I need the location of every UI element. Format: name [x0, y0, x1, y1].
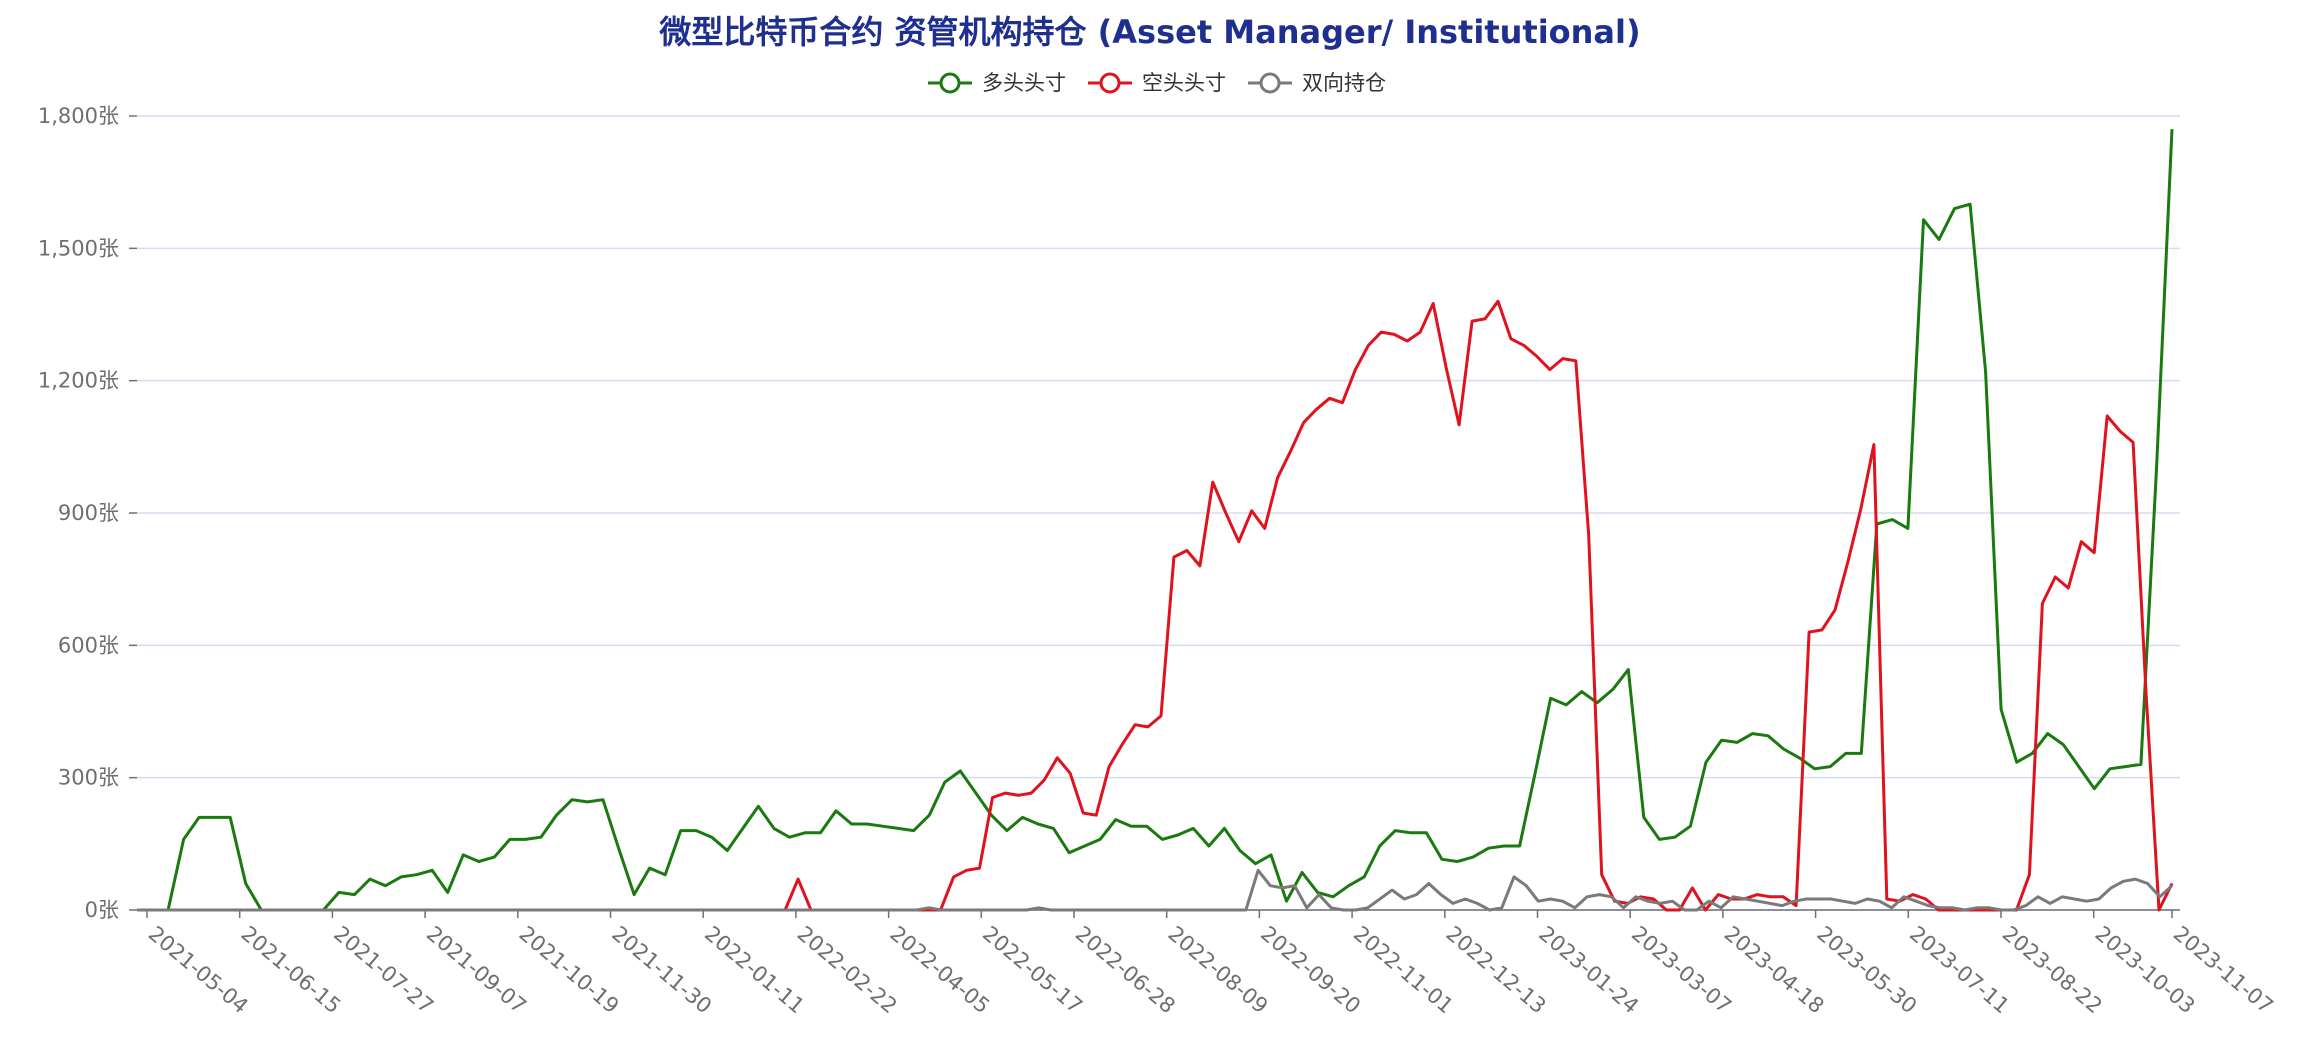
legend-item-spread[interactable]: 双向持仓 — [1248, 71, 1386, 95]
x-tick-label: 2021-05-04 — [144, 921, 253, 1018]
x-tick-label: 2022-11-01 — [1349, 921, 1458, 1018]
x-tick-label: 2022-09-20 — [1256, 921, 1365, 1018]
y-tick-label: 1,200张 — [38, 369, 119, 393]
legend-item-long[interactable]: 多头头寸 — [928, 71, 1066, 95]
series-line-spread — [137, 868, 2174, 912]
y-tick-label: 300张 — [58, 766, 119, 790]
y-axis-ticks: 0张 300张 600张 900张 1,200张 1,500张 1,800张 — [38, 104, 137, 922]
y-tick-label: 600张 — [58, 633, 119, 657]
legend-marker — [1259, 72, 1281, 94]
x-tick-label: 2023-01-24 — [1534, 921, 1643, 1018]
series-line-long — [137, 129, 2174, 912]
x-tick-label: 2021-11-30 — [607, 921, 716, 1018]
legend: 多头头寸 空头头寸 双向持仓 — [928, 71, 1386, 95]
legend-label: 双向持仓 — [1302, 71, 1386, 95]
x-tick-label: 2022-01-11 — [700, 921, 809, 1018]
x-tick-label: 2023-08-22 — [1998, 921, 2107, 1018]
x-tick-label: 2022-06-28 — [1071, 921, 1180, 1018]
y-tick-label: 1,500张 — [38, 236, 119, 260]
series-lines — [137, 129, 2174, 912]
y-tick-label: 1,800张 — [38, 104, 119, 128]
series-line-short — [137, 299, 2174, 912]
x-tick-label: 2021-06-15 — [236, 921, 345, 1018]
x-tick-label: 2023-05-30 — [1812, 921, 1921, 1018]
legend-marker — [1099, 72, 1121, 94]
y-tick-label: 0张 — [85, 898, 119, 922]
legend-label: 空头头寸 — [1142, 71, 1226, 95]
x-tick-label: 2022-02-22 — [793, 921, 902, 1018]
legend-label: 多头头寸 — [982, 71, 1066, 95]
x-tick-label: 2022-12-13 — [1442, 921, 1551, 1018]
x-tick-label: 2021-10-19 — [515, 921, 624, 1018]
x-tick-label: 2021-07-27 — [329, 921, 438, 1018]
x-tick-label: 2022-05-17 — [978, 921, 1087, 1018]
x-tick-label: 2022-04-05 — [885, 921, 994, 1018]
legend-marker — [939, 72, 961, 94]
y-tick-label: 900张 — [58, 501, 119, 525]
x-tick-label: 2022-08-09 — [1163, 921, 1272, 1018]
chart-title: 微型比特币合约 资管机构持仓 (Asset Manager/ Instituti… — [658, 13, 1640, 51]
legend-item-short[interactable]: 空头头寸 — [1088, 71, 1226, 95]
x-tick-label: 2021-09-07 — [422, 921, 531, 1018]
x-tick-label: 2023-04-18 — [1720, 921, 1829, 1018]
x-tick-label: 2023-07-11 — [1905, 921, 2014, 1018]
x-tick-label: 2023-03-07 — [1627, 921, 1736, 1018]
grid-lines — [137, 115, 2180, 911]
x-axis-ticks: 2021-05-042021-06-152021-07-272021-09-07… — [137, 909, 2278, 1018]
